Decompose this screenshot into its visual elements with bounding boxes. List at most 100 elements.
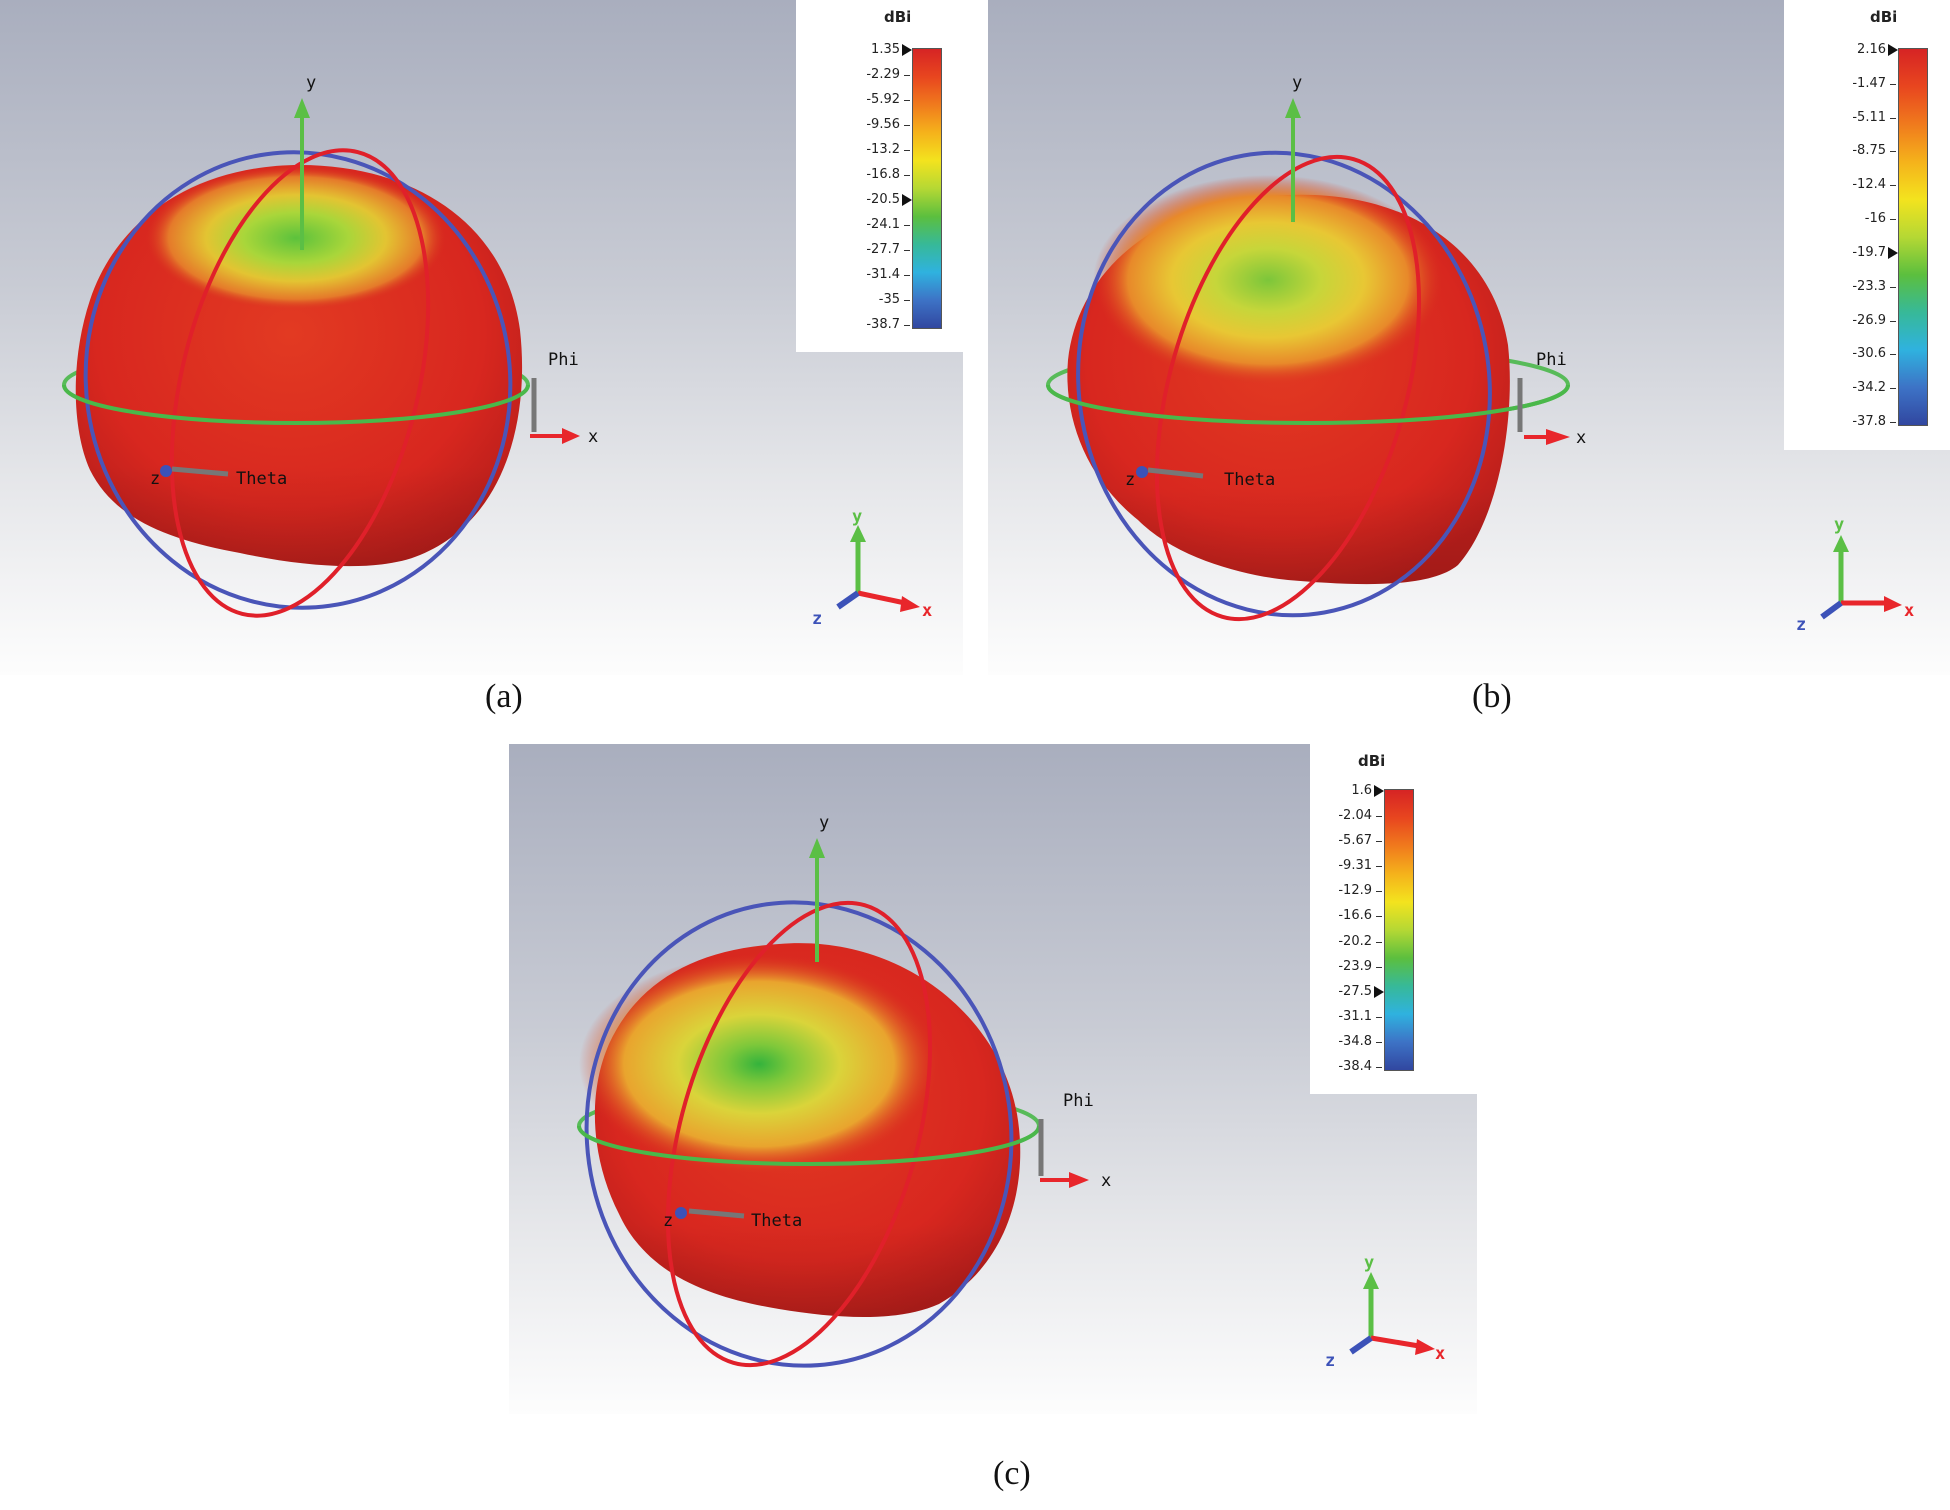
orientation-triad: y x z	[1796, 515, 1914, 635]
pattern-shadow	[75, 165, 523, 567]
blue-ring	[83, 150, 513, 610]
pattern-panel-c: y x Phi z Theta y x z dBi 1.6 -2.04 -5.67 -…	[509, 744, 1477, 1414]
theta-label: Theta	[751, 1211, 802, 1231]
phi-label: Phi	[1536, 350, 1567, 370]
legend-tick-label: -27.7	[866, 242, 900, 257]
legend-tick-mark	[904, 100, 910, 101]
legend-tick-label: -16	[1864, 211, 1886, 227]
legend-tick-mark	[1376, 1016, 1382, 1018]
legend-tick-label: -38.7	[866, 317, 900, 332]
legend-unit: dBi	[1358, 752, 1386, 770]
legend-tick-mark	[904, 300, 910, 301]
legend-tick-label: 2.16	[1857, 42, 1886, 57]
red-ring	[169, 148, 431, 618]
legend-tick-mark	[1376, 941, 1382, 943]
red-ring	[665, 900, 933, 1368]
triad-x-label: x	[1435, 1344, 1445, 1364]
legend-tick-mark	[1890, 388, 1896, 390]
legend-tick-mark	[904, 275, 910, 276]
caption-b: (b)	[1472, 678, 1512, 715]
legend-tick-label: -26.9	[1852, 312, 1886, 328]
z-axis-label: z	[1125, 470, 1135, 490]
legend-tick-label: -5.11	[1852, 109, 1886, 125]
legend-tick-label: -27.5	[1338, 983, 1372, 999]
pattern-shadow	[594, 943, 1021, 1318]
legend-tick-mark	[904, 125, 910, 126]
pattern-scene-a: y x Phi z Theta y x z	[62, 73, 932, 629]
legend-tick-label: -34.8	[1338, 1033, 1372, 1049]
legend-tick-mark	[1376, 841, 1382, 843]
legend-value-marker	[902, 194, 912, 206]
z-axis-tip	[675, 1207, 687, 1219]
y-axis-arrow	[1285, 98, 1301, 118]
legend-value-marker	[1888, 246, 1898, 259]
legend-value-marker	[902, 44, 912, 56]
legend-tick-label: -5.67	[1338, 833, 1372, 849]
color-legend-a: dBi 1.35 -2.29 -5.92 -9.56 -13.2 -16.8 -20.5 -2…	[796, 0, 963, 352]
legend-tick-mark	[904, 325, 910, 326]
blue-ring	[584, 900, 1014, 1368]
legend-tick-label: -12.4	[1852, 177, 1886, 193]
legend-tick-mark	[1376, 866, 1382, 868]
legend-tick-label: -34.2	[1852, 380, 1886, 396]
legend-tick-mark	[1890, 83, 1896, 85]
z-axis-label: z	[150, 469, 160, 489]
legend-tick-mark	[1890, 185, 1896, 187]
y-axis-label: y	[819, 813, 829, 833]
triad-x-label: x	[922, 601, 932, 621]
theta-label: Theta	[1224, 470, 1275, 490]
legend-tick-label: -20.2	[1338, 933, 1372, 949]
z-axis-tip	[1136, 466, 1148, 478]
legend-tick-label: -12.9	[1338, 883, 1372, 899]
legend-tick-label: -2.29	[866, 67, 900, 82]
legend-tick-mark	[1890, 219, 1896, 221]
legend-tick-label: -31.1	[1338, 1008, 1372, 1024]
triad-z-label: z	[1325, 1351, 1335, 1371]
legend-tick-mark	[1890, 151, 1896, 153]
color-legend-c: dBi 1.6 -2.04 -5.67 -9.31 -12.9 -16.6 -20.2 -23…	[1310, 744, 1477, 1094]
legend-tick-mark	[1890, 422, 1896, 423]
legend-tick-label: -23.9	[1338, 958, 1372, 974]
z-axis-tip	[160, 465, 172, 477]
legend-tick-mark	[1890, 354, 1896, 356]
legend-color-bar	[1384, 789, 1414, 1071]
legend-tick-mark	[1890, 117, 1896, 119]
triad-z-label: z	[1796, 615, 1806, 635]
legend-tick-mark	[1376, 916, 1382, 918]
legend-tick-mark	[1376, 1067, 1382, 1068]
legend-value-marker	[1888, 44, 1898, 56]
legend-tick-mark	[904, 75, 910, 76]
legend-tick-label: -9.56	[866, 117, 900, 132]
legend-tick-label: 1.6	[1351, 783, 1372, 798]
legend-tick-label: -16.6	[1338, 908, 1372, 924]
phi-ring-front	[1046, 384, 1570, 425]
x-axis-arrow	[562, 428, 580, 444]
triad-x-label: x	[1904, 601, 1914, 621]
phi-ring-front	[62, 384, 530, 425]
legend-tick-mark	[1376, 891, 1382, 893]
legend-tick-mark	[1890, 320, 1896, 322]
legend-tick-mark	[1376, 816, 1382, 818]
legend-tick-label: -1.47	[1852, 75, 1886, 91]
legend-color-bar	[912, 48, 942, 329]
legend-tick-mark	[1376, 966, 1382, 968]
x-axis-label: x	[1576, 428, 1586, 448]
legend-tick-mark	[904, 150, 910, 151]
legend-value-marker	[1374, 785, 1384, 797]
legend-tick-label: -13.2	[866, 142, 900, 157]
legend-tick-label: -16.8	[866, 167, 900, 182]
legend-unit: dBi	[1870, 8, 1898, 26]
legend-tick-label: -2.04	[1338, 808, 1372, 824]
pattern-scene-c: y x Phi z Theta y x z	[577, 813, 1445, 1371]
blue-ring	[1076, 150, 1492, 618]
legend-tick-label: -37.8	[1852, 414, 1886, 429]
theta-marker	[1147, 467, 1204, 479]
legend-tick-label: -5.92	[866, 92, 900, 107]
pattern-panel-b: y x Phi z Theta y x z dBi 2.16 -1.47 -5.11…	[988, 0, 1950, 675]
y-axis-label: y	[306, 73, 316, 93]
caption-a: (a)	[485, 678, 523, 715]
theta-marker	[688, 1208, 745, 1219]
pattern-panel-a: y x Phi z Theta y x z dBi 1.35 -2.29 -5.92…	[0, 0, 963, 675]
x-axis-label: x	[1101, 1171, 1111, 1191]
legend-tick-label: -20.5	[866, 192, 900, 207]
